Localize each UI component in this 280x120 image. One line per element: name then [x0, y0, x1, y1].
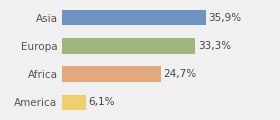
Text: 35,9%: 35,9%	[208, 13, 241, 23]
Text: 24,7%: 24,7%	[163, 69, 196, 79]
Bar	[62, 10, 206, 25]
Bar	[62, 95, 86, 110]
Text: 6,1%: 6,1%	[88, 97, 115, 107]
Bar	[62, 38, 195, 54]
Text: 33,3%: 33,3%	[198, 41, 231, 51]
Bar	[62, 66, 161, 82]
